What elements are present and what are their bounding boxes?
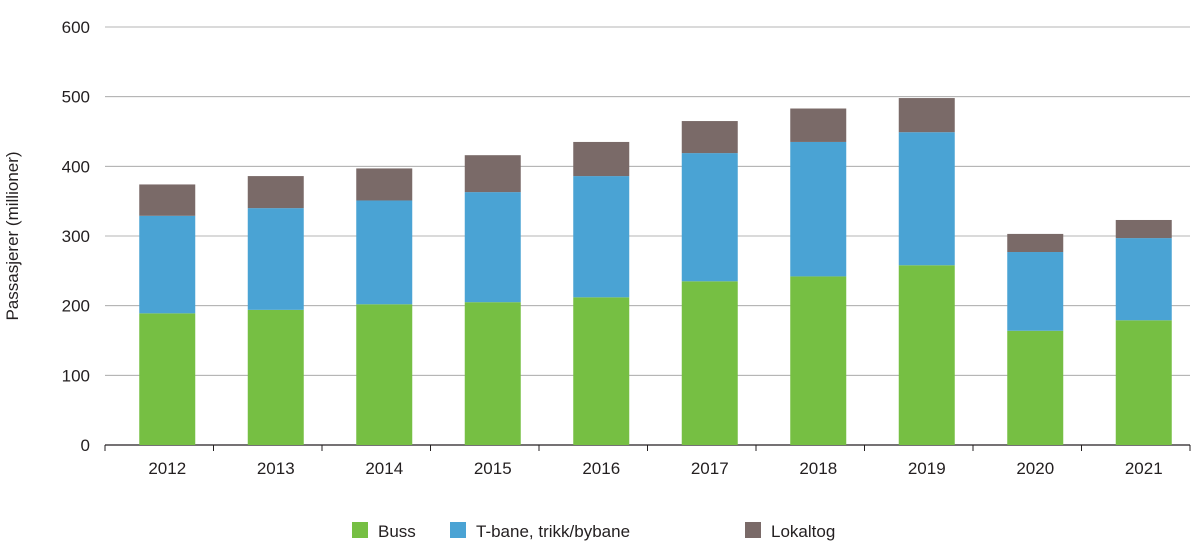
bar-t-bane-trikk-bybane-2019 <box>898 132 955 266</box>
bar-buss-2012 <box>139 313 196 445</box>
y-tick-label: 300 <box>62 227 90 246</box>
bar-buss-2014 <box>356 304 413 445</box>
legend-swatch <box>745 522 761 538</box>
legend-label: T-bane, trikk/bybane <box>476 522 630 541</box>
bar-lokaltog-2021 <box>1115 219 1172 239</box>
legend-swatch <box>352 522 368 538</box>
y-tick-label: 600 <box>62 18 90 37</box>
y-tick-label: 400 <box>62 157 90 176</box>
bars <box>139 98 1172 445</box>
bar-t-bane-trikk-bybane-2012 <box>139 215 196 314</box>
bar-lokaltog-2015 <box>464 155 521 193</box>
legend-label: Buss <box>378 522 416 541</box>
y-tick-labels: 0 100 200 300 400 500 600 <box>62 18 90 455</box>
bar-lokaltog-2018 <box>790 108 847 142</box>
x-tick-label: 2016 <box>582 459 620 478</box>
legend-swatch <box>450 522 466 538</box>
x-tick-label: 2021 <box>1125 459 1163 478</box>
bar-buss-2021 <box>1115 320 1172 445</box>
bar-lokaltog-2012 <box>139 184 196 216</box>
x-tick-label: 2019 <box>908 459 946 478</box>
x-tick-label: 2014 <box>365 459 403 478</box>
x-tick-labels: 2012 2013 2014 2015 2016 2017 2018 2019 2020 2021 <box>148 459 1162 478</box>
y-tick-label: 500 <box>62 88 90 107</box>
bar-t-bane-trikk-bybane-2013 <box>247 208 304 310</box>
legend: Buss T-bane, trikk/bybane Lokaltog <box>352 522 835 541</box>
bar-buss-2016 <box>573 297 630 445</box>
x-tick-label: 2017 <box>691 459 729 478</box>
x-tick-label: 2020 <box>1016 459 1054 478</box>
y-axis-label: Passasjerer (millioner) <box>3 151 22 320</box>
bar-lokaltog-2016 <box>573 141 630 177</box>
legend-label: Lokaltog <box>771 522 835 541</box>
bar-buss-2017 <box>681 281 738 445</box>
x-tick-label: 2013 <box>257 459 295 478</box>
bar-t-bane-trikk-bybane-2021 <box>1115 238 1172 321</box>
x-tick-label: 2012 <box>148 459 186 478</box>
bar-lokaltog-2020 <box>1007 233 1064 253</box>
bar-t-bane-trikk-bybane-2020 <box>1007 252 1064 331</box>
y-tick-label: 0 <box>81 436 90 455</box>
bar-t-bane-trikk-bybane-2016 <box>573 176 630 298</box>
bar-buss-2015 <box>464 302 521 445</box>
bar-t-bane-trikk-bybane-2015 <box>464 192 521 303</box>
bar-t-bane-trikk-bybane-2018 <box>790 141 847 277</box>
bar-lokaltog-2013 <box>247 176 304 209</box>
y-tick-label: 200 <box>62 297 90 316</box>
bar-lokaltog-2019 <box>898 98 955 133</box>
y-tick-label: 100 <box>62 366 90 385</box>
bar-t-bane-trikk-bybane-2014 <box>356 200 413 305</box>
bar-buss-2018 <box>790 276 847 445</box>
bar-buss-2013 <box>247 309 304 445</box>
bar-lokaltog-2017 <box>681 121 738 154</box>
bar-buss-2020 <box>1007 330 1064 445</box>
bar-buss-2019 <box>898 265 955 445</box>
x-tick-label: 2015 <box>474 459 512 478</box>
bar-lokaltog-2014 <box>356 168 413 201</box>
bar-t-bane-trikk-bybane-2017 <box>681 153 738 282</box>
x-tick-label: 2018 <box>799 459 837 478</box>
